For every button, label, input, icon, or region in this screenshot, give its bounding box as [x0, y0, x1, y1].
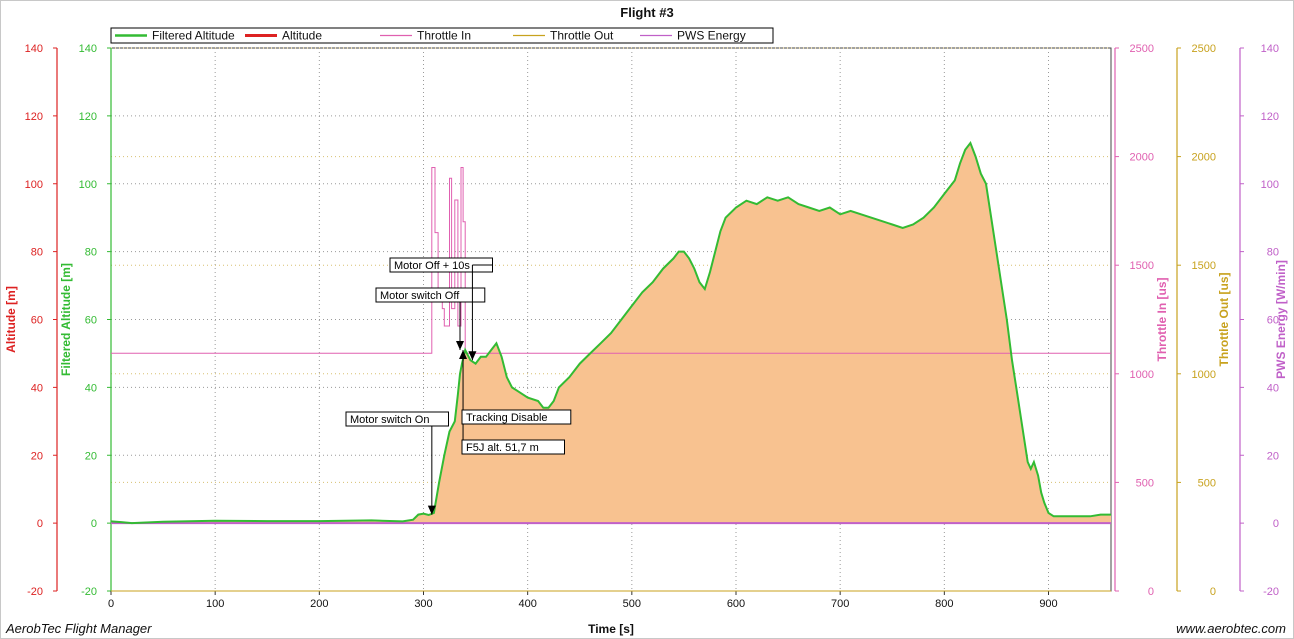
altitude-axis-tick-label: -20 [27, 586, 43, 598]
throttle-out-axis-tick-label: 1500 [1192, 260, 1216, 272]
throttle-in-axis-label: Throttle In [us] [1155, 278, 1169, 362]
pws-energy-axis-tick-label: 80 [1267, 247, 1279, 259]
x-tick-label: 900 [1039, 598, 1057, 610]
pws-energy-axis-tick-label: 100 [1261, 179, 1279, 191]
filtered-altitude-axis-tick-label: 20 [85, 450, 97, 462]
legend-label: Filtered Altitude [152, 29, 235, 43]
throttle-out-axis-tick-label: 1000 [1192, 369, 1216, 381]
throttle-in-axis-tick-label: 2500 [1130, 43, 1154, 55]
annotation-motor-off-10s: Motor Off + 10s [394, 260, 470, 272]
throttle-out-axis-tick-label: 2000 [1192, 152, 1216, 164]
brand-left-label: AerobTec Flight Manager [6, 621, 152, 636]
altitude-axis-label: Altitude [m] [4, 286, 18, 353]
filtered-altitude-axis-tick-label: 40 [85, 382, 97, 394]
altitude-area [111, 143, 1111, 524]
altitude-axis-tick-label: 0 [37, 518, 43, 530]
x-tick-label: 100 [206, 598, 224, 610]
x-tick-label: 500 [623, 598, 641, 610]
filtered-altitude-axis-label: Filtered Altitude [m] [59, 263, 73, 376]
annotation-motor-switch-on-arrow [427, 505, 436, 515]
throttle-in-axis-tick-label: 2000 [1130, 152, 1154, 164]
throttle-out-axis-tick-label: 0 [1210, 586, 1216, 598]
annotation-f5j-altitude-box [461, 439, 565, 455]
x-tick-label: 800 [935, 598, 953, 610]
annotation-motor-off-10s-arrow [468, 351, 477, 361]
annotation-f5j-altitude: F5J alt. 51,7 m [466, 442, 539, 454]
pws-energy-axis-label: PWS Energy [W/min] [1274, 260, 1288, 379]
filtered-altitude-axis-tick-label: 80 [85, 247, 97, 259]
altitude-axis-tick-label: 100 [25, 179, 43, 191]
altitude-axis-tick-label: 20 [31, 450, 43, 462]
altitude-axis-tick-label: 60 [31, 315, 43, 327]
throttle-out-axis-label: Throttle Out [us] [1217, 273, 1231, 367]
filtered-altitude-axis-tick-label: 100 [79, 179, 97, 191]
pws-energy-axis-tick-label: 140 [1261, 43, 1279, 55]
x-tick-label: 0 [108, 598, 114, 610]
filtered-altitude-axis-tick-label: 60 [85, 315, 97, 327]
x-tick-label: 200 [310, 598, 328, 610]
x-tick-label: 600 [727, 598, 745, 610]
filtered-altitude-axis-tick-label: 0 [91, 518, 97, 530]
filtered-altitude-axis-tick-label: 120 [79, 111, 97, 123]
legend-box [110, 27, 774, 44]
filtered-altitude-axis-tick-label: 140 [79, 43, 97, 55]
pws-energy-axis-tick-label: 60 [1267, 315, 1279, 327]
x-tick-label: 700 [831, 598, 849, 610]
annotation-motor-switch-off-box [375, 287, 486, 303]
altitude-axis-tick-label: 40 [31, 382, 43, 394]
throttle-out-axis-tick-label: 2500 [1192, 43, 1216, 55]
altitude-axis-tick-label: 80 [31, 247, 43, 259]
annotation-motor-switch-off-arrow [456, 341, 464, 351]
throttle-in-axis-tick-label: 500 [1136, 477, 1154, 489]
pws-energy-axis-tick-label: 0 [1273, 518, 1279, 530]
annotation-motor-switch-on: Motor switch On [350, 414, 429, 426]
pws-energy-axis-tick-label: 40 [1267, 382, 1279, 394]
throttle-in-line [111, 167, 1111, 354]
annotation-motor-switch-on-box [345, 411, 449, 427]
legend-label: PWS Energy [677, 29, 746, 43]
legend-label: Altitude [282, 29, 322, 43]
annotation-tracking-disable-arrow [459, 350, 468, 360]
altitude-axis-tick-label: 140 [25, 43, 43, 55]
pws-energy-axis-tick-label: -20 [1263, 586, 1279, 598]
filtered-altitude-axis-tick-label: -20 [81, 586, 97, 598]
legend-label: Throttle Out [550, 29, 614, 43]
pws-energy-axis-tick-label: 20 [1267, 450, 1279, 462]
altitude-axis-tick-label: 120 [25, 111, 43, 123]
throttle-in-axis-tick-label: 1500 [1130, 260, 1154, 272]
x-tick-label: 400 [518, 598, 536, 610]
legend-label: Throttle In [417, 29, 471, 43]
x-tick-label: 300 [414, 598, 432, 610]
throttle-out-axis-tick-label: 500 [1198, 477, 1216, 489]
annotation-motor-switch-off: Motor switch Off [380, 290, 460, 302]
pws-energy-axis-tick-label: 120 [1261, 111, 1279, 123]
chart-title: Flight #3 [620, 5, 673, 20]
annotation-tracking-disable: Tracking Disable [466, 412, 548, 424]
brand-right-link[interactable]: www.aerobtec.com [1176, 621, 1286, 636]
throttle-in-axis-tick-label: 0 [1148, 586, 1154, 598]
filtered-altitude-line [110, 140, 1111, 525]
x-axis-label: Time [s] [588, 622, 634, 636]
throttle-in-axis-tick-label: 1000 [1130, 369, 1154, 381]
annotation-tracking-disable-box [461, 409, 572, 425]
